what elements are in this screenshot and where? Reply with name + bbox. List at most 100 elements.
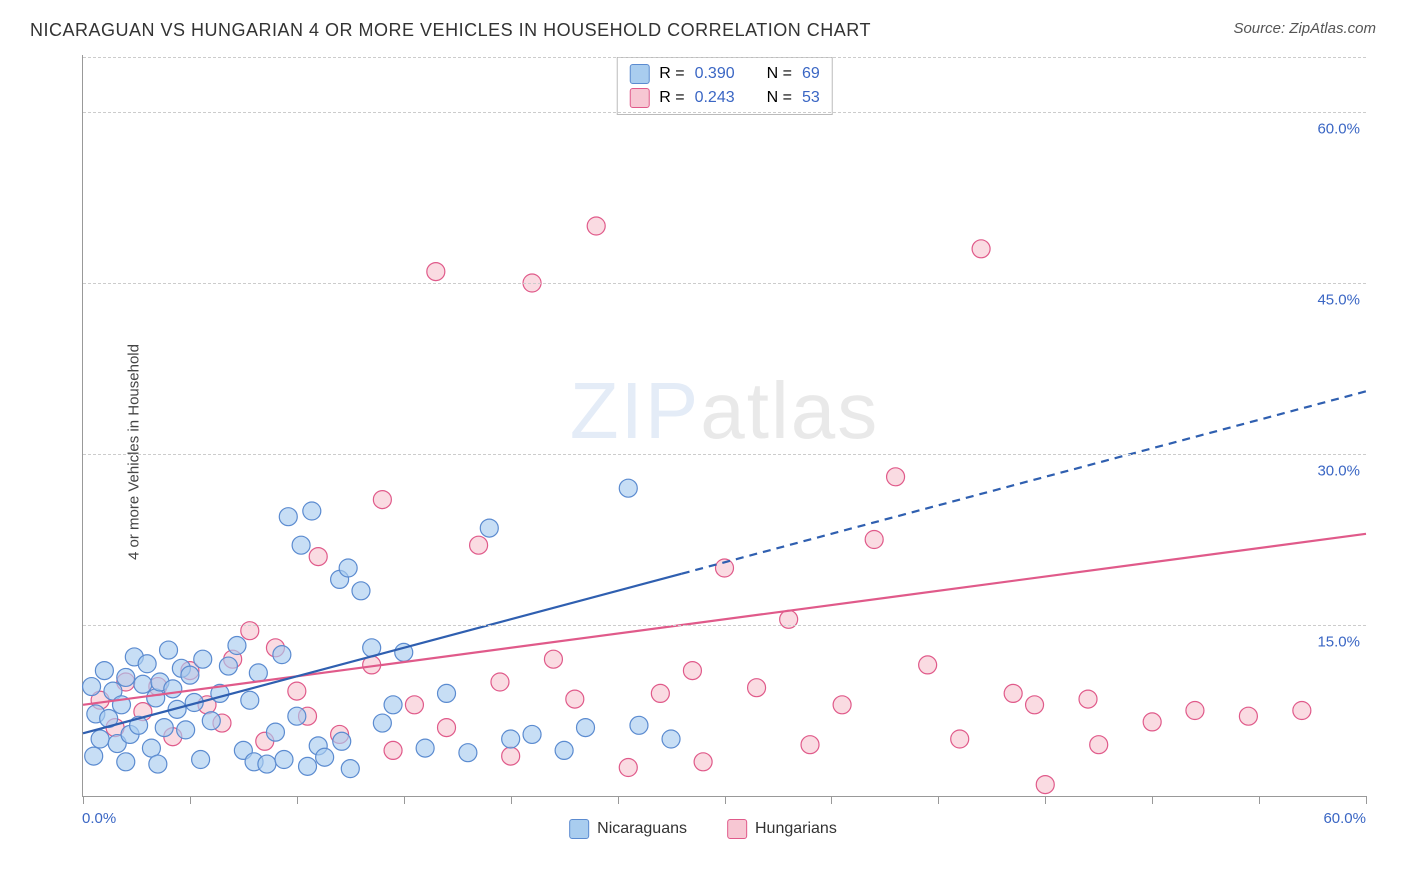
y-grid-label: 30.0%	[1317, 463, 1360, 480]
scatter-point	[619, 759, 637, 777]
y-grid-label: 60.0%	[1317, 121, 1360, 138]
legend-item: Nicaraguans	[569, 819, 687, 839]
scatter-point	[1004, 684, 1022, 702]
scatter-point	[683, 662, 701, 680]
chart-container: NICARAGUAN VS HUNGARIAN 4 OR MORE VEHICL…	[0, 0, 1406, 892]
legend-label: Hungarians	[755, 820, 837, 838]
scatter-point	[1239, 707, 1257, 725]
scatter-point	[619, 479, 637, 497]
scatter-point	[117, 753, 135, 771]
scatter-point	[470, 536, 488, 554]
scatter-point	[275, 751, 293, 769]
legend-item: Hungarians	[727, 819, 837, 839]
scatter-point	[566, 690, 584, 708]
scatter-point	[555, 741, 573, 759]
scatter-point	[373, 714, 391, 732]
trend-line	[682, 391, 1366, 573]
scatter-point	[972, 240, 990, 258]
scatter-point	[134, 675, 152, 693]
scatter-point	[1026, 696, 1044, 714]
scatter-point	[523, 725, 541, 743]
scatter-point	[1090, 736, 1108, 754]
scatter-point	[544, 650, 562, 668]
scatter-point	[384, 741, 402, 759]
scatter-point	[266, 723, 284, 741]
scatter-point	[288, 707, 306, 725]
scatter-point	[833, 696, 851, 714]
scatter-point	[951, 730, 969, 748]
scatter-point	[147, 689, 165, 707]
y-grid-label: 15.0%	[1317, 634, 1360, 651]
scatter-point	[1186, 702, 1204, 720]
scatter-point	[887, 468, 905, 486]
scatter-point	[587, 217, 605, 235]
scatter-point	[228, 637, 246, 655]
plot-region: ZIPatlas R = 0.390 N = 69 R = 0.243 N =	[82, 55, 1366, 797]
scatter-point	[748, 679, 766, 697]
scatter-point	[160, 641, 178, 659]
scatter-point	[333, 732, 351, 750]
scatter-point	[91, 730, 109, 748]
scatter-point	[192, 751, 210, 769]
scatter-point	[117, 668, 135, 686]
scatter-point	[341, 760, 359, 778]
scatter-point	[438, 719, 456, 737]
scatter-point	[164, 680, 182, 698]
legend-swatch-icon	[727, 819, 747, 839]
y-grid-label: 45.0%	[1317, 292, 1360, 309]
scatter-point	[1293, 702, 1311, 720]
scatter-point	[258, 755, 276, 773]
legend-bottom: Nicaraguans Hungarians	[569, 819, 837, 839]
plot-svg	[83, 55, 1366, 796]
scatter-point	[292, 536, 310, 554]
scatter-point	[249, 664, 267, 682]
scatter-point	[416, 739, 434, 757]
scatter-point	[241, 691, 259, 709]
chart-title: NICARAGUAN VS HUNGARIAN 4 OR MORE VEHICL…	[30, 20, 871, 41]
legend-label: Nicaraguans	[597, 820, 687, 838]
scatter-point	[480, 519, 498, 537]
scatter-point	[95, 662, 113, 680]
scatter-point	[694, 753, 712, 771]
scatter-point	[491, 673, 509, 691]
header: NICARAGUAN VS HUNGARIAN 4 OR MORE VEHICL…	[30, 20, 1376, 41]
scatter-point	[919, 656, 937, 674]
scatter-point	[801, 736, 819, 754]
scatter-point	[309, 548, 327, 566]
chart-area: 4 or more Vehicles in Household ZIPatlas…	[30, 47, 1376, 857]
scatter-point	[138, 655, 156, 673]
scatter-point	[384, 696, 402, 714]
scatter-point	[459, 744, 477, 762]
scatter-point	[630, 716, 648, 734]
scatter-point	[662, 730, 680, 748]
scatter-point	[299, 757, 317, 775]
scatter-point	[405, 696, 423, 714]
scatter-point	[651, 684, 669, 702]
scatter-point	[1079, 690, 1097, 708]
scatter-point	[85, 747, 103, 765]
scatter-point	[577, 719, 595, 737]
scatter-point	[502, 730, 520, 748]
scatter-point	[177, 721, 195, 739]
source-label: Source: ZipAtlas.com	[1233, 20, 1376, 37]
scatter-point	[339, 559, 357, 577]
scatter-point	[427, 263, 445, 281]
x-axis-max-label: 60.0%	[1323, 810, 1366, 827]
scatter-point	[279, 508, 297, 526]
x-axis-min-label: 0.0%	[82, 810, 116, 827]
scatter-point	[1143, 713, 1161, 731]
scatter-point	[219, 657, 237, 675]
scatter-point	[142, 739, 160, 757]
scatter-point	[149, 755, 167, 773]
scatter-point	[352, 582, 370, 600]
scatter-point	[194, 650, 212, 668]
scatter-point	[202, 712, 220, 730]
scatter-point	[155, 719, 173, 737]
scatter-point	[316, 748, 334, 766]
scatter-point	[303, 502, 321, 520]
scatter-point	[373, 491, 391, 509]
scatter-point	[502, 747, 520, 765]
scatter-point	[288, 682, 306, 700]
scatter-point	[181, 666, 199, 684]
scatter-point	[273, 646, 291, 664]
